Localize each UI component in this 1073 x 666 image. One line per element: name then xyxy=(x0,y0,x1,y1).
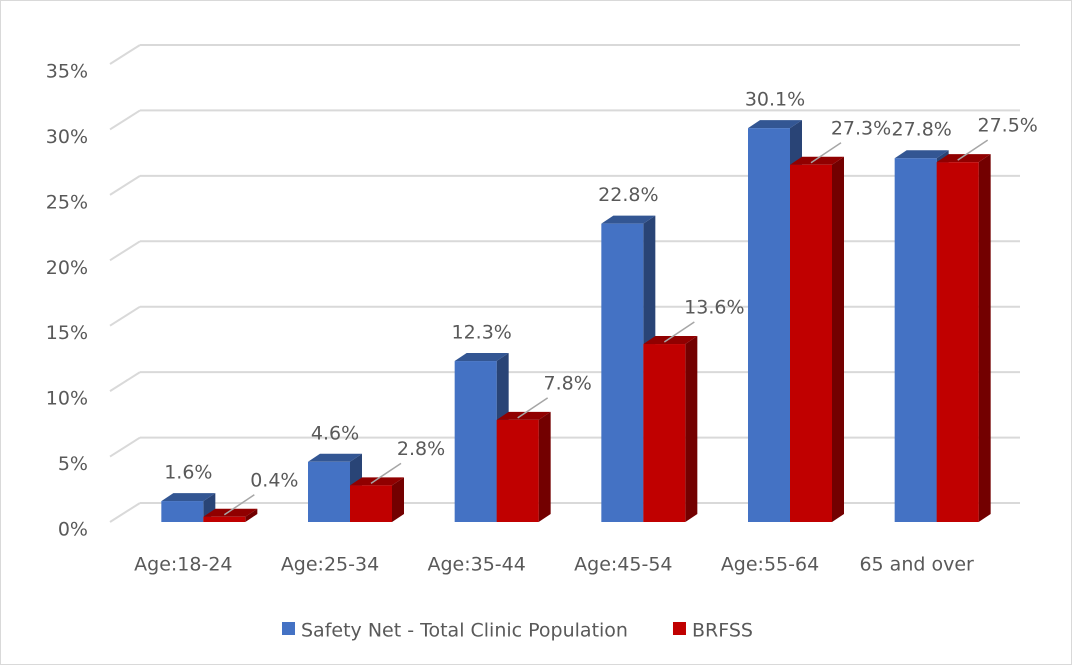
bar xyxy=(790,164,832,522)
bar xyxy=(894,158,937,522)
leader-line xyxy=(223,494,255,516)
bar xyxy=(454,361,497,522)
legend-swatch xyxy=(282,622,295,635)
leader-line xyxy=(370,462,402,484)
x-tick-label: Age:18-24 xyxy=(134,554,232,576)
bar xyxy=(643,344,686,522)
legend-label: Safety Net - Total Clinic Population xyxy=(301,620,628,642)
x-tick-label: Age:25-34 xyxy=(281,554,379,576)
bar-top xyxy=(161,493,216,502)
grid-line-side xyxy=(109,44,141,65)
x-tick-label: 65 and over xyxy=(859,554,974,576)
data-label: 7.8% xyxy=(544,372,592,394)
bar xyxy=(496,419,539,522)
bar-top xyxy=(454,353,509,362)
legend-label: BRFSS xyxy=(692,620,753,642)
bar xyxy=(350,485,392,522)
bar-top xyxy=(643,336,698,345)
x-tick-label: Age:45-54 xyxy=(574,554,672,576)
bar-top xyxy=(308,453,362,462)
bar-top xyxy=(601,215,656,224)
data-label: 30.1% xyxy=(745,89,805,111)
bar-side xyxy=(832,156,844,522)
bar-top xyxy=(203,508,258,517)
grid-line-side xyxy=(109,109,141,131)
y-tick-label: 35% xyxy=(46,61,88,83)
data-label: 12.3% xyxy=(451,322,511,344)
bar-side xyxy=(392,477,404,522)
y-tick-label: 0% xyxy=(58,519,88,541)
y-tick-label: 30% xyxy=(46,126,88,148)
leader-line xyxy=(517,397,549,419)
y-tick-label: 5% xyxy=(58,453,88,475)
bar xyxy=(936,162,979,522)
grid-line-side xyxy=(109,502,141,523)
y-tick-label: 20% xyxy=(46,257,88,279)
bar-side xyxy=(538,411,551,522)
bar xyxy=(601,223,644,522)
grid-line-side xyxy=(109,371,141,392)
data-label: 4.6% xyxy=(311,422,359,444)
data-label: 22.8% xyxy=(598,184,658,206)
x-tick-label: Age:55-64 xyxy=(721,554,819,576)
data-label: 27.5% xyxy=(977,115,1037,137)
data-label: 27.3% xyxy=(831,117,891,139)
bar-top xyxy=(790,156,844,165)
bar xyxy=(308,461,350,522)
data-label: 2.8% xyxy=(397,438,445,460)
leader-line xyxy=(957,139,989,161)
x-tick-label: Age:35-44 xyxy=(427,554,525,576)
data-label: 27.8% xyxy=(891,119,951,141)
data-label: 0.4% xyxy=(250,469,298,491)
data-label: 1.6% xyxy=(164,462,212,484)
bar-top xyxy=(936,154,991,163)
bar xyxy=(748,128,790,522)
bar xyxy=(161,501,204,522)
bar-side xyxy=(685,336,698,522)
bar-top xyxy=(894,150,949,159)
y-tick-label: 25% xyxy=(46,191,88,213)
data-label: 13.6% xyxy=(684,297,744,319)
bar-top xyxy=(350,477,404,486)
y-tick-label: 10% xyxy=(46,388,88,410)
grid-line-side xyxy=(109,305,141,327)
bar-side xyxy=(978,154,991,522)
bar-top xyxy=(748,120,802,129)
grid-line-side xyxy=(109,240,141,262)
bar-top xyxy=(496,411,551,420)
bar xyxy=(203,516,246,522)
grid-line-side xyxy=(109,175,141,196)
grid-line-side xyxy=(109,436,141,458)
leader-line xyxy=(663,321,695,343)
y-tick-label: 15% xyxy=(46,322,88,344)
leader-line xyxy=(810,142,842,164)
legend-swatch xyxy=(672,622,686,635)
bar-side xyxy=(245,508,258,522)
